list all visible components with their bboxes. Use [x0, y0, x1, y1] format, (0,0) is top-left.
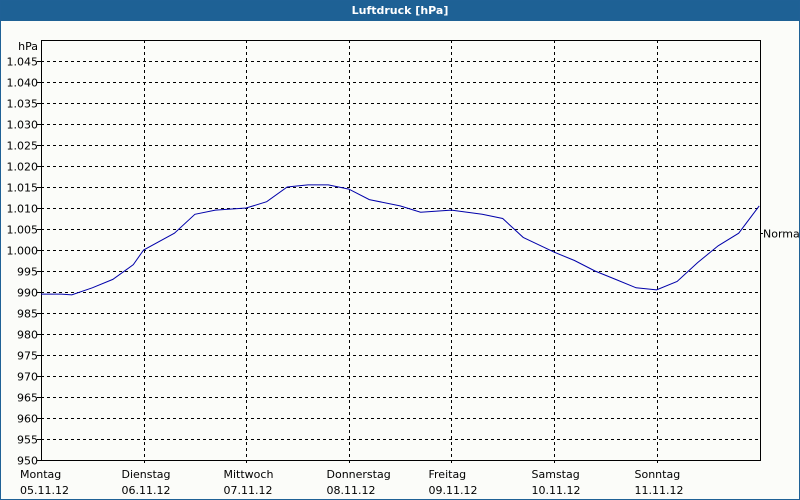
x-day-label: Montag	[20, 468, 61, 481]
y-tick-label: 965	[17, 392, 38, 405]
y-tick-label: 970	[17, 371, 38, 384]
chart-title: Luftdruck [hPa]	[1, 1, 799, 21]
y-tick-label: 990	[17, 287, 38, 300]
x-day-label: Samstag	[532, 468, 580, 481]
x-date-label: 11.11.12	[635, 484, 684, 497]
y-tick-label: 1.005	[7, 224, 39, 237]
x-date-label: 09.11.12	[429, 484, 478, 497]
y-tick-label: 1.045	[7, 56, 39, 69]
x-date-label: 07.11.12	[224, 484, 273, 497]
y-tick-label: 950	[17, 455, 38, 468]
y-tick-label: 1.015	[7, 182, 39, 195]
y-tick-label: 1.030	[7, 119, 39, 132]
y-tick-label: 1.035	[7, 98, 39, 111]
y-tick-label: 975	[17, 350, 38, 363]
y-tick-label: 960	[17, 413, 38, 426]
y-tick-label: 1.040	[7, 77, 39, 90]
x-day-label: Dienstag	[122, 468, 171, 481]
x-date-label: 06.11.12	[122, 484, 171, 497]
y-tick-label: 1.000	[7, 245, 39, 258]
x-date-label: 08.11.12	[327, 484, 376, 497]
x-date-label: 05.11.12	[20, 484, 69, 497]
x-day-label: Sonntag	[635, 468, 681, 481]
y-tick-label: 980	[17, 329, 38, 342]
pressure-line	[41, 184, 760, 296]
y-tick-label: 1.025	[7, 140, 39, 153]
y-axis-unit: hPa	[18, 40, 38, 53]
y-tick-label: 1.010	[7, 203, 39, 216]
x-date-label: 10.11.12	[532, 484, 581, 497]
x-day-label: Mittwoch	[224, 468, 274, 481]
x-day-label: Donnerstag	[327, 468, 391, 481]
y-tick-label: 1.020	[7, 161, 39, 174]
plot-frame	[41, 40, 761, 461]
normal-label: Normal	[763, 228, 800, 241]
y-tick-label: 995	[17, 266, 38, 279]
x-day-label: Freitag	[429, 468, 467, 481]
y-tick-label: 955	[17, 434, 38, 447]
y-tick-label: 985	[17, 308, 38, 321]
